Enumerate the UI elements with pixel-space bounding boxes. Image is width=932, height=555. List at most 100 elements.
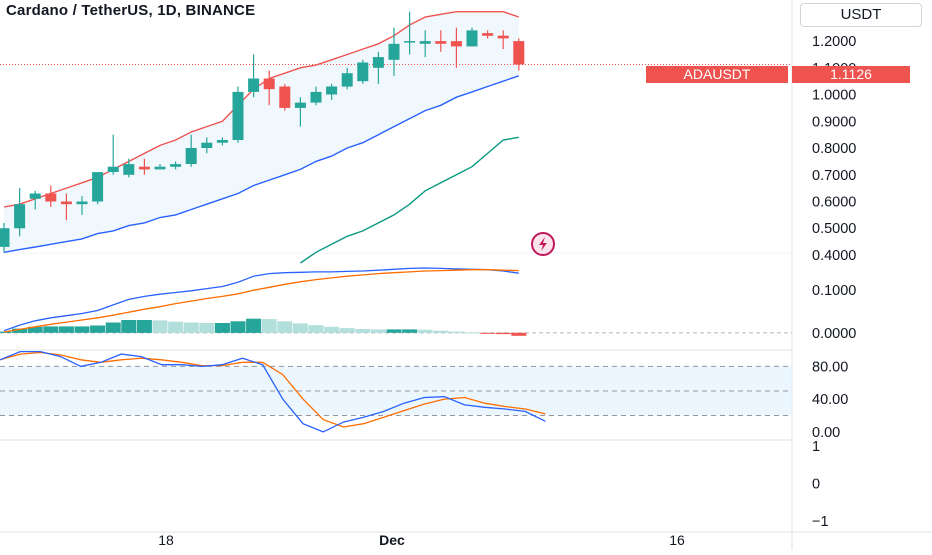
- price-tick-label: 0.5000: [812, 221, 856, 237]
- price-tick-label: 1.0000: [812, 88, 856, 104]
- signal-line: [3, 269, 519, 333]
- candle-body: [310, 91, 322, 103]
- price-tick-label: 0.4000: [812, 248, 856, 264]
- candle-body: [419, 41, 431, 44]
- candle-body: [497, 35, 509, 39]
- candle-body: [341, 73, 353, 87]
- price-tick-label: 0.9000: [812, 114, 856, 130]
- macd-histogram-bar: [168, 321, 184, 333]
- candle-body: [248, 78, 260, 92]
- candle-body: [357, 62, 369, 82]
- candle-body: [294, 102, 306, 108]
- macd-pane[interactable]: [0, 267, 792, 336]
- macd-histogram-bar: [370, 329, 386, 333]
- candle-body: [76, 201, 88, 205]
- macd-histogram-bar: [58, 326, 74, 333]
- price-tick-label: 1.2000: [812, 34, 856, 50]
- bb-upper-line: [3, 10, 520, 208]
- stochastic-pane[interactable]: [0, 350, 792, 433]
- volume-tick-label: −1: [812, 514, 829, 530]
- candle-body: [435, 41, 447, 44]
- macd-histogram-bar: [448, 331, 464, 333]
- macd-histogram-bar: [74, 326, 90, 333]
- bb-fill: [4, 11, 519, 253]
- macd-histogram-bar: [402, 329, 418, 333]
- symbol-price-tag: ADAUSDT: [646, 66, 788, 83]
- candle-body: [201, 142, 213, 148]
- macd-histogram-bar: [480, 332, 496, 334]
- macd-histogram-bar: [230, 321, 246, 333]
- x-tick-label: 18: [158, 532, 174, 548]
- candle-body: [513, 41, 525, 65]
- stoch-d-line: [0, 351, 546, 428]
- macd-histogram-bar: [214, 323, 230, 333]
- x-tick-label: 16: [669, 532, 685, 548]
- volume-tick-label: 1: [812, 439, 820, 455]
- candle-body: [154, 166, 166, 170]
- macd-histogram-bar: [12, 328, 28, 333]
- stoch-tick-label: 0.00: [812, 425, 840, 441]
- candle-body: [326, 86, 338, 95]
- candle-body: [263, 78, 275, 90]
- candle-body: [388, 43, 400, 60]
- macd-histogram-bar: [417, 329, 433, 333]
- macd-histogram-bar: [355, 329, 371, 333]
- macd-histogram-bar: [27, 326, 43, 333]
- candle-body: [29, 193, 41, 199]
- chart-title: Cardano / TetherUS, 1D, BINANCE: [6, 2, 256, 19]
- candle-body: [123, 164, 135, 175]
- volume-tick-label: 0: [812, 477, 820, 493]
- macd-histogram-bar: [495, 332, 511, 335]
- bb-lower-line: [300, 136, 519, 264]
- currency-selector[interactable]: USDT: [800, 3, 922, 27]
- x-tick-label: Dec: [379, 532, 405, 548]
- price-tick-label: 0.6000: [812, 195, 856, 211]
- candle-body: [450, 41, 462, 47]
- macd-histogram-bar: [90, 325, 106, 333]
- candle-body: [14, 204, 26, 229]
- price-tick-label: 0.8000: [812, 141, 856, 157]
- macd-histogram-bar: [308, 325, 324, 333]
- stoch-tick-label: 80.00: [812, 359, 848, 375]
- candle-body: [60, 201, 72, 205]
- macd-histogram-bar: [136, 320, 152, 333]
- bb-basis-line: [3, 75, 520, 253]
- macd-histogram-bar: [183, 322, 199, 333]
- macd-histogram-bar: [464, 332, 480, 334]
- lightning-icon[interactable]: [531, 232, 555, 256]
- macd-histogram-bar: [246, 318, 262, 333]
- macd-histogram-bar: [105, 322, 121, 333]
- candle-body: [372, 57, 384, 68]
- candle-body: [232, 91, 244, 140]
- candle-body: [92, 172, 104, 202]
- candle-body: [170, 164, 182, 167]
- macd-histogram-bar: [199, 323, 215, 333]
- macd-tick-label: 0.0000: [812, 326, 856, 342]
- macd-tick-label: 0.1000: [812, 283, 856, 299]
- candle-body: [216, 140, 228, 143]
- stoch-k-line: [0, 350, 546, 433]
- macd-histogram-bar: [292, 323, 308, 333]
- macd-histogram-bar: [121, 320, 137, 333]
- candle-body: [482, 33, 494, 36]
- last-price-tag: 1.1126: [792, 66, 910, 83]
- macd-histogram-bar: [261, 319, 277, 333]
- candle-body: [404, 41, 416, 43]
- stoch-tick-label: 40.00: [812, 392, 848, 408]
- macd-histogram-bar: [433, 330, 449, 333]
- macd-histogram-bar: [511, 332, 527, 336]
- macd-histogram-bar: [324, 326, 340, 333]
- candle-body: [45, 193, 57, 202]
- macd-histogram-bar: [339, 328, 355, 333]
- macd-histogram-bar: [43, 326, 59, 333]
- macd-histogram-bar: [152, 320, 168, 333]
- candle-body: [279, 86, 291, 108]
- macd-histogram-bar: [277, 321, 293, 333]
- candle-body: [0, 228, 10, 247]
- price-tick-label: 0.7000: [812, 168, 856, 184]
- candle-body: [107, 166, 119, 172]
- price-pane[interactable]: [0, 10, 792, 264]
